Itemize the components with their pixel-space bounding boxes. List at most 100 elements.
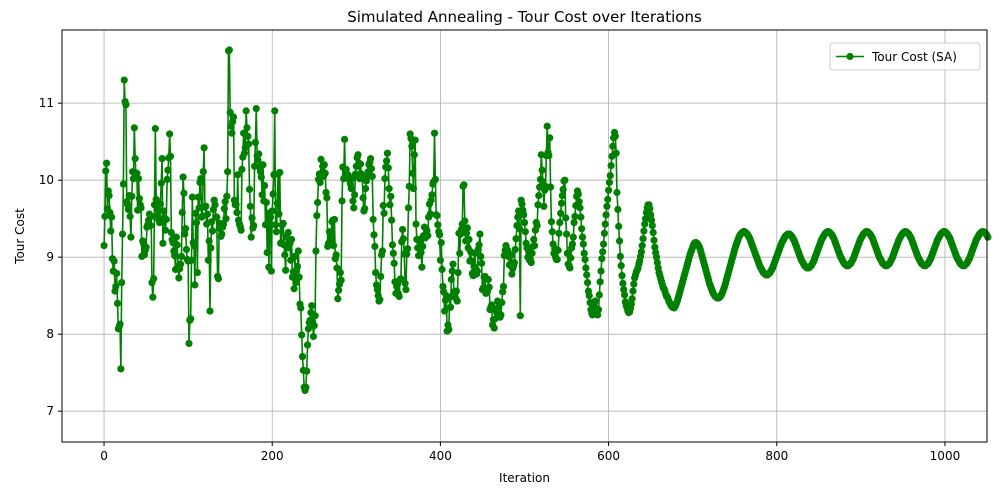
data-point bbox=[113, 299, 122, 307]
data-point bbox=[615, 237, 624, 245]
data-point bbox=[294, 247, 302, 255]
data-point bbox=[436, 256, 445, 264]
data-point bbox=[461, 217, 469, 225]
data-point bbox=[384, 164, 392, 172]
data-point bbox=[380, 209, 388, 217]
data-point bbox=[378, 247, 386, 255]
data-point bbox=[204, 256, 212, 264]
data-point bbox=[127, 233, 135, 241]
data-point bbox=[554, 246, 562, 254]
data-point bbox=[223, 192, 231, 200]
data-point bbox=[130, 124, 138, 132]
data-point bbox=[427, 196, 435, 204]
data-point bbox=[460, 181, 468, 189]
data-point bbox=[438, 265, 446, 274]
data-point bbox=[382, 157, 391, 165]
data-point bbox=[418, 263, 426, 271]
data-point bbox=[546, 183, 555, 191]
data-point bbox=[478, 259, 486, 267]
data-point bbox=[191, 281, 199, 289]
data-point bbox=[207, 244, 215, 252]
data-point bbox=[583, 278, 592, 287]
y-tick-label: 10 bbox=[39, 173, 54, 187]
data-point bbox=[404, 245, 412, 253]
data-point bbox=[237, 226, 245, 234]
data-point bbox=[309, 332, 318, 341]
data-point bbox=[446, 303, 455, 311]
data-point bbox=[641, 215, 650, 223]
data-point bbox=[369, 215, 377, 224]
data-point bbox=[367, 155, 375, 163]
data-point bbox=[102, 159, 111, 167]
data-point bbox=[639, 235, 647, 243]
data-point bbox=[359, 194, 367, 202]
data-point bbox=[607, 161, 615, 170]
data-point bbox=[398, 225, 407, 234]
data-point bbox=[454, 268, 462, 277]
data-point bbox=[534, 201, 542, 209]
data-point bbox=[208, 227, 217, 235]
x-axis-ticks: 0 200 400 600 800 1000 bbox=[100, 442, 960, 463]
data-point bbox=[561, 176, 569, 184]
data-point bbox=[347, 185, 355, 193]
data-point bbox=[612, 149, 620, 157]
data-point bbox=[271, 221, 280, 229]
data-point bbox=[477, 252, 485, 261]
data-point bbox=[290, 285, 298, 293]
data-point bbox=[205, 237, 213, 245]
x-axis-label: Iteration bbox=[499, 471, 550, 485]
data-point bbox=[629, 287, 637, 295]
data-point bbox=[187, 315, 195, 323]
data-point bbox=[583, 271, 591, 279]
data-point bbox=[361, 205, 369, 213]
data-point bbox=[269, 190, 277, 198]
data-point bbox=[313, 211, 321, 220]
data-point bbox=[188, 193, 196, 201]
data-point bbox=[412, 220, 420, 228]
data-point bbox=[330, 215, 339, 224]
data-point bbox=[224, 168, 232, 176]
legend-box bbox=[829, 42, 981, 71]
data-point bbox=[336, 268, 344, 277]
data-point bbox=[404, 204, 413, 212]
data-point bbox=[302, 383, 310, 391]
data-point bbox=[386, 201, 394, 209]
data-point bbox=[452, 287, 460, 295]
data-point bbox=[512, 235, 520, 243]
data-point bbox=[218, 230, 226, 238]
data-point bbox=[234, 171, 242, 179]
data-point bbox=[604, 195, 612, 204]
data-point bbox=[304, 325, 312, 333]
data-point bbox=[611, 132, 619, 140]
data-point bbox=[389, 249, 397, 257]
data-point bbox=[533, 222, 541, 230]
data-point bbox=[641, 220, 649, 228]
data-point bbox=[259, 161, 267, 169]
data-point bbox=[516, 312, 524, 320]
data-point bbox=[240, 149, 249, 157]
data-point bbox=[312, 247, 320, 255]
data-point bbox=[228, 129, 236, 137]
y-tick-label: 11 bbox=[39, 96, 54, 110]
data-point bbox=[153, 205, 161, 214]
data-point bbox=[599, 248, 607, 256]
data-point bbox=[535, 191, 543, 200]
data-point bbox=[117, 365, 125, 373]
data-point bbox=[435, 231, 444, 239]
data-point bbox=[473, 267, 482, 275]
data-point bbox=[158, 155, 166, 163]
data-point bbox=[120, 76, 128, 84]
data-point bbox=[409, 169, 417, 177]
data-point bbox=[163, 175, 171, 183]
data-point bbox=[558, 191, 566, 200]
data-point bbox=[266, 220, 274, 228]
data-point bbox=[166, 152, 175, 160]
data-point bbox=[543, 122, 551, 130]
data-point bbox=[326, 236, 334, 244]
data-point bbox=[403, 250, 411, 258]
data-point bbox=[151, 124, 159, 133]
data-point bbox=[640, 227, 648, 235]
data-point bbox=[182, 225, 190, 233]
data-point bbox=[150, 275, 158, 283]
data-point bbox=[630, 280, 638, 288]
